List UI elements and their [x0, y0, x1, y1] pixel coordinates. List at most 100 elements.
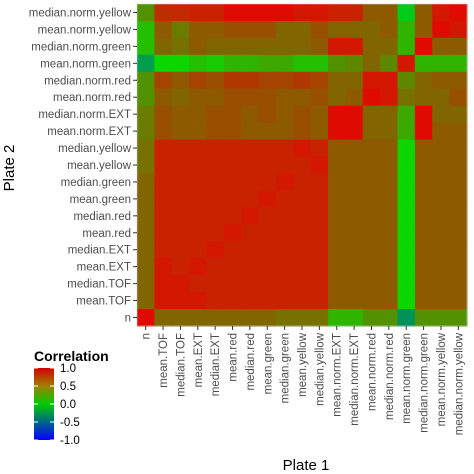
heatmap-cell [397, 88, 416, 107]
heatmap-cell [137, 37, 155, 56]
heatmap-cell [189, 309, 208, 327]
heatmap-cell [154, 258, 173, 276]
heatmap-cell [345, 173, 364, 192]
y-tick-label: n [125, 313, 131, 325]
heatmap-cell [275, 190, 294, 208]
heatmap-cell [223, 190, 242, 208]
heatmap-cell [397, 190, 416, 208]
x-tick-label: median.yellow [314, 332, 326, 406]
y-tick-label: median.yellow [58, 143, 132, 155]
heatmap-cell [137, 190, 155, 208]
heatmap-cell [449, 105, 468, 124]
heatmap-cell [328, 54, 347, 73]
heatmap-cell [258, 71, 277, 90]
heatmap-cells [136, 3, 468, 327]
heatmap-cell [449, 37, 468, 56]
heatmap-cell [380, 309, 399, 327]
heatmap-cell [275, 224, 294, 242]
heatmap-cell [293, 173, 312, 192]
heatmap-cell [206, 207, 225, 225]
heatmap-cell [414, 54, 433, 73]
heatmap-cell [449, 224, 468, 242]
heatmap-cell [137, 258, 155, 276]
heatmap-cell [293, 156, 312, 175]
heatmap-cell [154, 4, 173, 22]
heatmap-cell [432, 224, 451, 242]
heatmap-cell [223, 139, 242, 158]
heatmap-cell [328, 122, 347, 141]
heatmap-cell [328, 37, 347, 56]
heatmap-cell [449, 4, 468, 22]
heatmap-cell [241, 105, 260, 124]
heatmap-cell [345, 156, 364, 175]
heatmap-cell [206, 173, 225, 192]
heatmap-cell [154, 54, 173, 73]
heatmap-cell [397, 54, 416, 73]
heatmap-cell [275, 258, 294, 276]
x-tick-label: median.green [280, 333, 292, 403]
heatmap-cell [414, 122, 433, 141]
heatmap-cell [137, 156, 155, 175]
heatmap-cell [397, 156, 416, 175]
heatmap-cell [345, 88, 364, 107]
heatmap-cell [362, 224, 381, 242]
y-axis-ticks: median.norm.yellow mean.norm.yellow median… [29, 7, 137, 325]
heatmap-cell [345, 275, 364, 293]
heatmap-cell [154, 20, 173, 39]
heatmap-cell [171, 71, 190, 90]
heatmap-cell [432, 122, 451, 141]
heatmap-cell [241, 275, 260, 293]
heatmap-cell [293, 190, 312, 208]
heatmap-cell [449, 309, 468, 327]
heatmap-cell [380, 54, 399, 73]
legend-colorbar [34, 368, 54, 440]
heatmap-cell [171, 190, 190, 208]
heatmap-cell [137, 309, 155, 327]
heatmap-cell [432, 20, 451, 39]
heatmap-cell [223, 71, 242, 90]
heatmap-cell [258, 139, 277, 158]
heatmap-cell [345, 105, 364, 124]
heatmap-cell [154, 156, 173, 175]
heatmap-cell [293, 207, 312, 225]
heatmap-cell [380, 37, 399, 56]
heatmap-cell [206, 190, 225, 208]
heatmap-cell [275, 173, 294, 192]
heatmap-cell [449, 173, 468, 192]
heatmap-cell [293, 224, 312, 242]
heatmap-cell [293, 292, 312, 310]
heatmap-cell [258, 122, 277, 141]
heatmap-cell [362, 20, 381, 39]
legend-tick-label: 0.0 [60, 399, 76, 411]
heatmap-cell [171, 156, 190, 175]
heatmap-cell [258, 258, 277, 276]
heatmap-cell [345, 190, 364, 208]
x-tick-label: mean.norm.EXT [332, 333, 344, 417]
heatmap-cell [189, 37, 208, 56]
heatmap-cell [189, 207, 208, 225]
x-tick-label: mean.red [228, 333, 240, 382]
heatmap-cell [310, 4, 329, 22]
y-tick-label: mean.norm.yellow [38, 24, 132, 36]
heatmap-cell [362, 275, 381, 293]
heatmap-cell [449, 292, 468, 310]
heatmap-cell [154, 71, 173, 90]
x-axis-ticks: n mean.TOF median.TOF mean.EXT median.EXT mea… [141, 326, 465, 435]
heatmap-cell [310, 173, 329, 192]
heatmap-cell [310, 190, 329, 208]
y-tick-label: mean.norm.red [53, 92, 131, 104]
y-axis-title: Plate 2 [1, 145, 18, 192]
heatmap-cell [258, 54, 277, 73]
heatmap-cell [432, 275, 451, 293]
heatmap-cell [432, 71, 451, 90]
heatmap-cell [362, 207, 381, 225]
heatmap-cell [345, 139, 364, 158]
heatmap-cell [171, 258, 190, 276]
x-tick-label: median.norm.red [384, 333, 396, 420]
x-tick-label: median.norm.yellow [453, 332, 465, 435]
heatmap-cell [206, 71, 225, 90]
heatmap-cell [432, 37, 451, 56]
heatmap-cell [137, 241, 155, 259]
heatmap-cell [241, 4, 260, 22]
heatmap-cell [241, 122, 260, 141]
